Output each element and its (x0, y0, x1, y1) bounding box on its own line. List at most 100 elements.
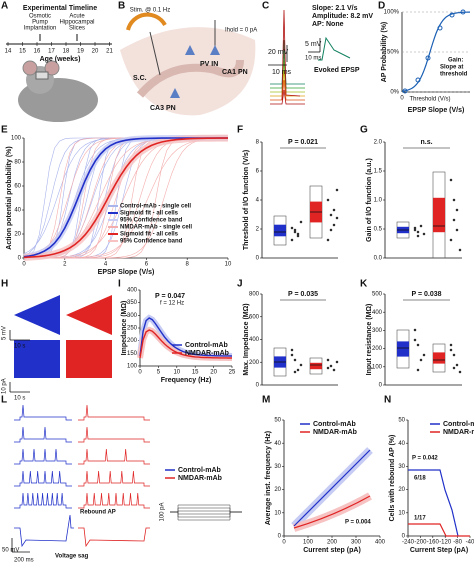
dot (296, 232, 300, 236)
dot (455, 363, 459, 367)
dot (413, 226, 417, 230)
box-iqr (397, 341, 409, 357)
label: Osmotic (29, 14, 51, 20)
label: Evoked EPSP (314, 67, 360, 74)
panel-label: I (118, 279, 121, 290)
dot (329, 228, 333, 232)
y-tick-label: 200 (372, 346, 383, 352)
trace (270, 49, 305, 89)
dot (335, 216, 339, 220)
dot (416, 368, 420, 372)
trace (281, 9, 301, 101)
dot (326, 198, 330, 202)
protocol (170, 507, 242, 513)
trace (270, 59, 305, 93)
label: EPSP Slope (V/s) (408, 107, 465, 114)
dot (332, 368, 336, 372)
label: 5 mV (2, 326, 8, 340)
mean-line (139, 329, 232, 359)
fit (23, 137, 228, 259)
y-tick-label: 0 (18, 256, 22, 262)
cell-layer (136, 59, 244, 98)
y-tick-label: 400 (127, 288, 138, 294)
dot (449, 343, 453, 347)
x-tick-label: 100 (303, 540, 314, 546)
y-axis-label: Action potential probability (%) (6, 146, 13, 249)
x-tick-label: -120 (439, 540, 452, 546)
x-tick-label: -240 (402, 540, 415, 546)
trace (270, 69, 305, 97)
y-tick-label: 30 (274, 464, 281, 470)
label: Acute (69, 14, 85, 20)
legend-label: Sigmoid fit - all cells (120, 232, 179, 238)
label: CA3 PN (150, 105, 176, 112)
label: 0 (400, 96, 404, 102)
protocol (170, 511, 242, 521)
trace (318, 36, 351, 61)
p-value: P = 0.042 (412, 456, 438, 462)
y-tick-label: 0 (256, 383, 260, 389)
p-value: P = 0.038 (411, 291, 441, 298)
dot (326, 366, 330, 370)
label: Rebound AP (80, 510, 116, 516)
y-tick-label: 10 (398, 510, 405, 516)
dot (296, 368, 300, 372)
dot (293, 370, 297, 374)
y-tick-label: 0.0 (374, 256, 383, 262)
panel-label: B (118, 1, 125, 12)
label: 10 s (14, 396, 25, 402)
label: 5 mV (305, 41, 322, 48)
dot (296, 234, 300, 238)
point (402, 88, 408, 94)
trace-band (14, 295, 60, 335)
y-tick-label: 0 (278, 534, 282, 540)
trace (78, 492, 150, 509)
neurons (170, 45, 220, 98)
x-tick-label: 0 (22, 262, 26, 268)
y-tick-label: 20 (14, 232, 21, 238)
x-tick-label: 0 (138, 370, 142, 376)
mean-line (139, 317, 233, 357)
panel-label: E (1, 125, 8, 136)
y-axis-label: Cells with rebound AP (%) (389, 435, 396, 522)
trace (78, 470, 150, 487)
y-tick-label: 400 (249, 337, 260, 343)
y-axis-label: Average inst. frequency (Hz) (265, 431, 272, 525)
x-tick-label: 10 (225, 262, 232, 268)
x-axis-label: Current Step (pA) (410, 547, 468, 554)
dot (299, 220, 303, 224)
label: 10 ms (272, 69, 292, 76)
dot (332, 208, 336, 212)
y-tick-label: 100 (11, 136, 22, 142)
panel-label: C (262, 1, 269, 12)
point (415, 77, 421, 83)
stim-icon (126, 12, 167, 31)
dot (290, 353, 294, 357)
label: 15 (19, 49, 26, 55)
y-tick-label: 2.0 (374, 140, 383, 146)
label: threshold (440, 72, 468, 78)
protocol (170, 511, 242, 515)
trace-band (66, 295, 112, 335)
label: Stim. @ 0.1 Hz (130, 8, 170, 14)
dot (290, 238, 294, 242)
label: 200 ms (14, 558, 34, 564)
label: Experimental Timeline (23, 5, 97, 12)
dot (422, 232, 426, 236)
label: AP Probability (%) (381, 22, 388, 83)
dot (290, 348, 294, 352)
box-iqr (433, 197, 445, 233)
label: Slope at (440, 65, 463, 71)
legend-label: NMDAR-mAb - single cell (120, 225, 192, 231)
dot (290, 226, 294, 230)
trace (270, 39, 305, 85)
y-tick-label: 500 (372, 292, 383, 298)
dot (419, 224, 423, 228)
label: 20 mV (268, 49, 289, 56)
x-tick-label: 10 (173, 370, 180, 376)
label: Threshold (V/s) (409, 97, 450, 103)
legend-label: Control-mAb (178, 467, 221, 474)
panel-label: K (360, 279, 368, 290)
y-tick-label: 100 (127, 364, 138, 370)
dot (452, 198, 456, 202)
